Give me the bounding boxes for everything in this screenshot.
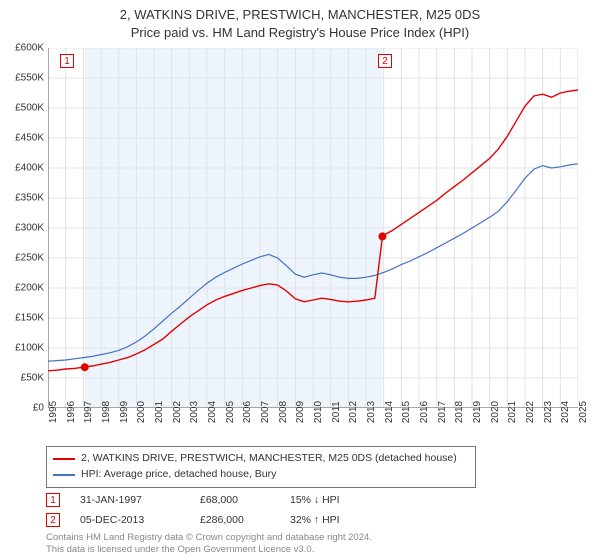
- y-tick-label: £200K: [0, 283, 44, 294]
- x-tick-label: 2017: [437, 397, 448, 427]
- x-tick-label: 2021: [507, 397, 518, 427]
- x-tick-label: 2020: [490, 397, 501, 427]
- x-tick-label: 2025: [578, 397, 589, 427]
- x-tick-label: 2024: [560, 397, 571, 427]
- sale-delta: 32% ↑ HPI: [290, 514, 390, 526]
- y-tick-label: £50K: [0, 373, 44, 384]
- footer-line-1: Contains HM Land Registry data © Crown c…: [46, 532, 372, 544]
- x-tick-label: 2014: [384, 397, 395, 427]
- x-tick-label: 2016: [419, 397, 430, 427]
- x-tick-label: 2009: [295, 397, 306, 427]
- sale-marker-label: 1: [60, 54, 74, 68]
- sale-price: £286,000: [200, 514, 270, 526]
- sale-date: 31-JAN-1997: [80, 494, 180, 506]
- sale-row: 1 31-JAN-1997 £68,000 15% ↓ HPI: [46, 490, 390, 510]
- y-tick-label: £600K: [0, 43, 44, 54]
- legend-label: HPI: Average price, detached house, Bury: [81, 467, 276, 483]
- chart-container: 2, WATKINS DRIVE, PRESTWICH, MANCHESTER,…: [0, 0, 600, 560]
- x-tick-label: 2007: [260, 397, 271, 427]
- x-tick-label: 1998: [101, 397, 112, 427]
- x-tick-label: 2008: [278, 397, 289, 427]
- x-tick-label: 2023: [543, 397, 554, 427]
- x-tick-label: 2018: [454, 397, 465, 427]
- sale-marker-box: 2: [46, 513, 60, 527]
- x-tick-label: 1997: [83, 397, 94, 427]
- sale-row: 2 05-DEC-2013 £286,000 32% ↑ HPI: [46, 510, 390, 530]
- legend-item: HPI: Average price, detached house, Bury: [53, 467, 469, 483]
- y-tick-label: £400K: [0, 163, 44, 174]
- sale-marker-label: 2: [378, 54, 392, 68]
- x-tick-label: 2011: [331, 397, 342, 427]
- sale-marker-dot: [378, 232, 386, 240]
- x-tick-label: 2005: [225, 397, 236, 427]
- sale-marker-dot: [81, 363, 89, 371]
- legend-item: 2, WATKINS DRIVE, PRESTWICH, MANCHESTER,…: [53, 451, 469, 467]
- x-tick-label: 2002: [172, 397, 183, 427]
- y-tick-label: £250K: [0, 253, 44, 264]
- sale-delta: 15% ↓ HPI: [290, 494, 390, 506]
- x-tick-label: 2022: [525, 397, 536, 427]
- y-tick-label: £450K: [0, 133, 44, 144]
- x-tick-label: 2001: [154, 397, 165, 427]
- x-tick-label: 2006: [242, 397, 253, 427]
- x-tick-label: 2004: [207, 397, 218, 427]
- y-tick-label: £0: [0, 403, 44, 414]
- x-tick-label: 2003: [189, 397, 200, 427]
- x-tick-label: 2013: [366, 397, 377, 427]
- plot-area: £0£50K£100K£150K£200K£250K£300K£350K£400…: [48, 48, 578, 408]
- x-tick-label: 2015: [401, 397, 412, 427]
- legend: 2, WATKINS DRIVE, PRESTWICH, MANCHESTER,…: [46, 446, 476, 488]
- x-tick-label: 2000: [136, 397, 147, 427]
- sales-table: 1 31-JAN-1997 £68,000 15% ↓ HPI 2 05-DEC…: [46, 490, 390, 530]
- line-chart-svg: [48, 48, 578, 408]
- title-line-1: 2, WATKINS DRIVE, PRESTWICH, MANCHESTER,…: [0, 6, 600, 24]
- sale-marker-box: 1: [46, 493, 60, 507]
- footer-attribution: Contains HM Land Registry data © Crown c…: [46, 532, 372, 556]
- y-tick-label: £350K: [0, 193, 44, 204]
- legend-swatch: [53, 474, 75, 476]
- footer-line-2: This data is licensed under the Open Gov…: [46, 544, 372, 556]
- legend-label: 2, WATKINS DRIVE, PRESTWICH, MANCHESTER,…: [81, 451, 457, 467]
- sale-date: 05-DEC-2013: [80, 514, 180, 526]
- y-tick-label: £500K: [0, 103, 44, 114]
- x-tick-label: 1999: [119, 397, 130, 427]
- y-tick-label: £100K: [0, 343, 44, 354]
- x-tick-label: 2012: [348, 397, 359, 427]
- x-tick-label: 2010: [313, 397, 324, 427]
- x-tick-label: 1996: [66, 397, 77, 427]
- legend-swatch: [53, 458, 75, 460]
- y-tick-label: £300K: [0, 223, 44, 234]
- chart-title: 2, WATKINS DRIVE, PRESTWICH, MANCHESTER,…: [0, 0, 600, 41]
- y-tick-label: £550K: [0, 73, 44, 84]
- y-tick-label: £150K: [0, 313, 44, 324]
- x-tick-label: 2019: [472, 397, 483, 427]
- sale-price: £68,000: [200, 494, 270, 506]
- x-tick-label: 1995: [48, 397, 59, 427]
- title-line-2: Price paid vs. HM Land Registry's House …: [0, 24, 600, 42]
